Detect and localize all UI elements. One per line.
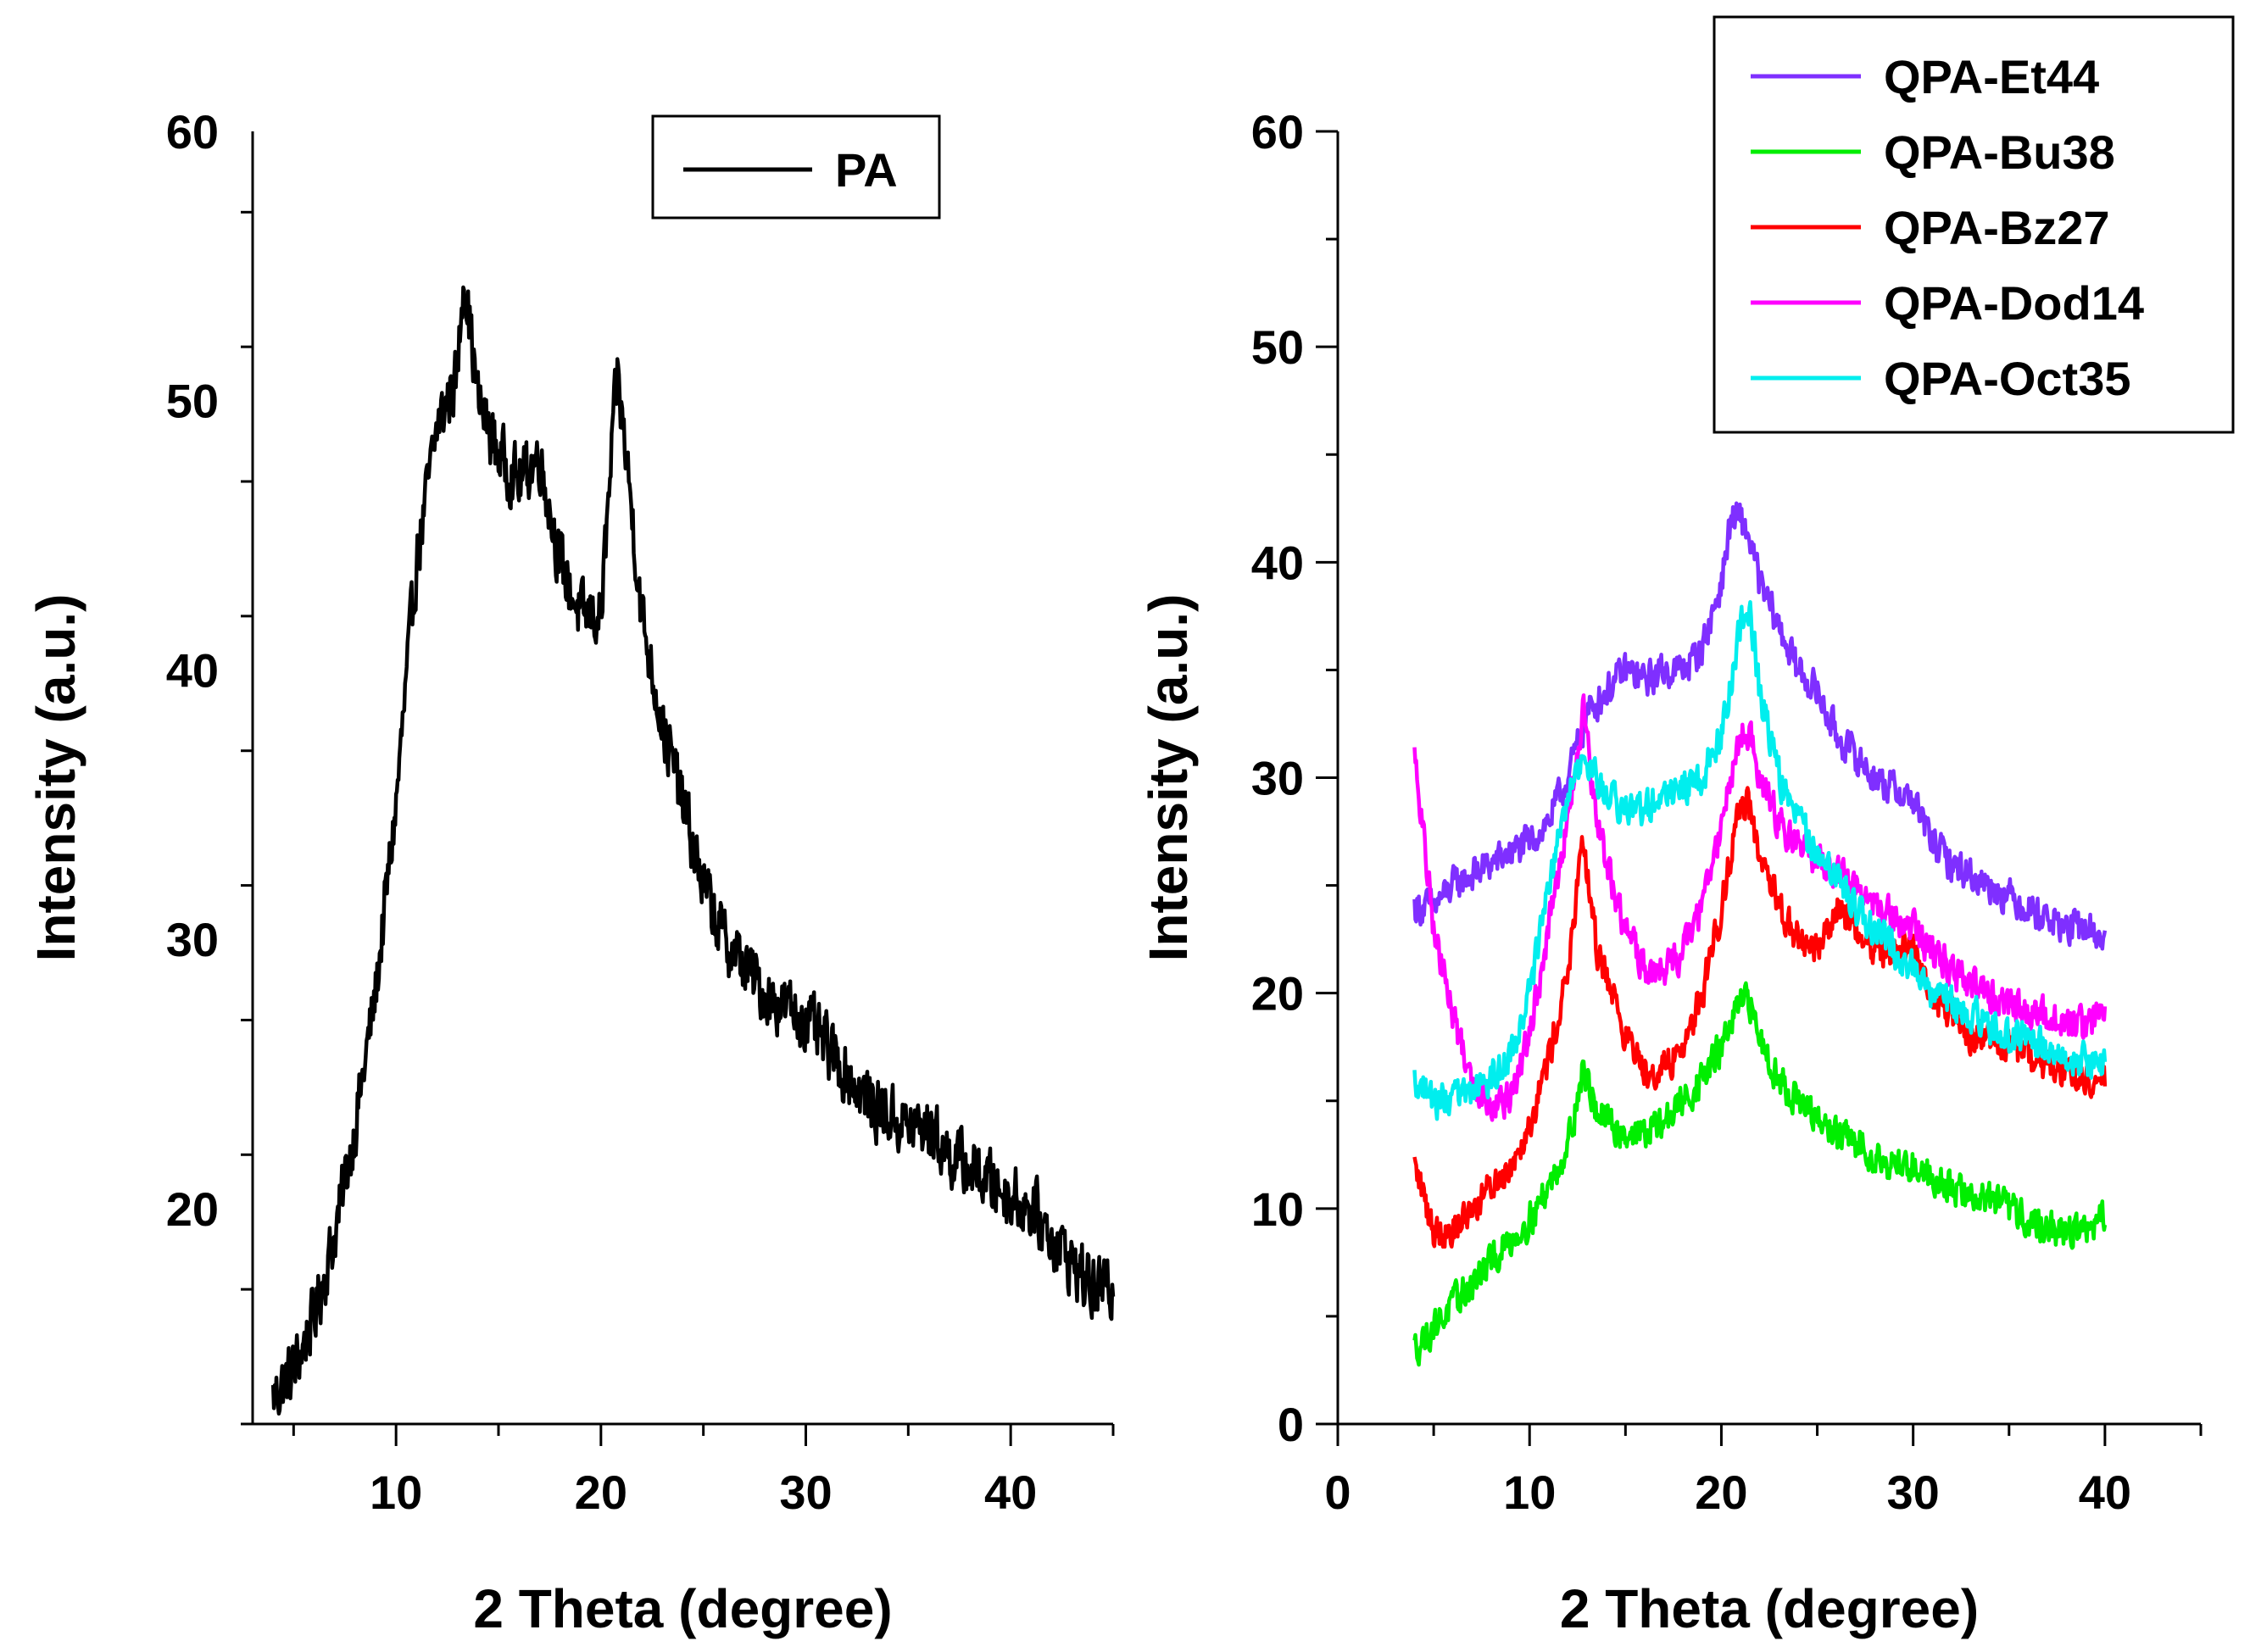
panel-pa: 20 30 40 50 60 10 20 30 40 2 Theta (degree) Inte… [25,105,1116,1639]
qpa-y-tick-label: 10 [1251,1182,1304,1236]
pa-legend: PA [651,114,941,220]
pa-y-tick-label: 50 [166,375,219,428]
pa-y-axis-title: Intensity (a.u.) [25,594,86,962]
pa-x-tick-label: 40 [984,1466,1037,1519]
qpa-legend-label: QPA-Dod14 [1884,276,2144,330]
qpa-series-line-qpa-dod14 [1412,693,2108,1122]
pa-x-axis-title: 2 Theta (degree) [473,1578,892,1639]
pa-x-tick-label: 10 [370,1466,422,1519]
pa-ticks: 20 30 40 50 60 10 20 30 40 [166,105,1115,1519]
pa-y-tick-label: 60 [166,105,219,159]
pa-x-tick-label: 20 [575,1466,627,1519]
qpa-series-line-qpa-oct35 [1412,600,2108,1121]
pa-x-tick-label: 30 [779,1466,832,1519]
qpa-y-tick-label: 50 [1251,320,1304,374]
pa-series-group [270,285,1116,1416]
pa-legend-box [651,114,941,220]
qpa-y-tick-label: 0 [1278,1398,1304,1451]
qpa-y-tick-label: 60 [1251,105,1304,159]
qpa-x-tick-label: 10 [1503,1466,1556,1519]
qpa-y-axis-title: Intensity (a.u.) [1138,594,1199,962]
qpa-y-tick-label: 20 [1251,967,1304,1021]
qpa-x-tick-label: 40 [2079,1466,2131,1519]
qpa-legend: QPA-Et44 QPA-Bu38 QPA-Bz27 QPA-Dod14 QPA-Oct… [1713,15,2235,434]
qpa-x-tick-label: 20 [1695,1466,1747,1519]
qpa-y-tick-label: 30 [1251,752,1304,805]
qpa-legend-label: QPA-Bu38 [1884,125,2115,179]
qpa-x-tick-label: 30 [1887,1466,1940,1519]
qpa-series-line-qpa-et44 [1412,501,2108,951]
pa-series-line-pa [270,285,1116,1416]
pa-y-tick-label: 40 [166,643,219,697]
qpa-x-axis-title: 2 Theta (degree) [1560,1578,1979,1639]
qpa-legend-label: QPA-Bz27 [1884,201,2110,254]
qpa-series-line-qpa-bu38 [1412,981,2108,1367]
pa-y-tick-label: 30 [166,913,219,966]
pa-legend-label: PA [835,143,898,197]
qpa-x-tick-label: 0 [1324,1466,1351,1519]
qpa-legend-box [1713,15,2235,434]
qpa-series-group [1412,501,2108,1367]
qpa-legend-label: QPA-Oct35 [1884,352,2130,405]
pa-y-tick-label: 20 [166,1182,219,1236]
qpa-legend-label: QPA-Et44 [1884,50,2099,103]
qpa-ticks: 0 10 20 30 40 50 60 0 10 20 30 40 [1251,105,2203,1519]
qpa-y-tick-label: 40 [1251,536,1304,589]
